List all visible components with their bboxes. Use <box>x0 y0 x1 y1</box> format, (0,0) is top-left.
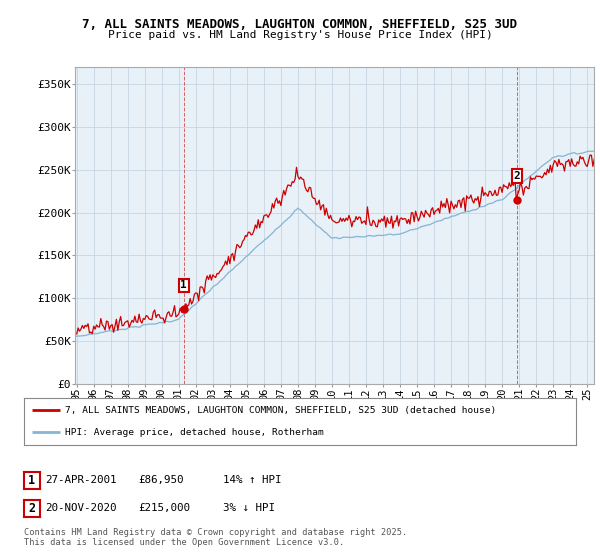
Text: 2: 2 <box>514 171 520 181</box>
Text: 2: 2 <box>28 502 35 515</box>
Text: £86,950: £86,950 <box>139 475 184 486</box>
Text: Price paid vs. HM Land Registry's House Price Index (HPI): Price paid vs. HM Land Registry's House … <box>107 30 493 40</box>
Text: Contains HM Land Registry data © Crown copyright and database right 2025.
This d: Contains HM Land Registry data © Crown c… <box>24 528 407 547</box>
Text: 7, ALL SAINTS MEADOWS, LAUGHTON COMMON, SHEFFIELD, S25 3UD: 7, ALL SAINTS MEADOWS, LAUGHTON COMMON, … <box>83 18 517 31</box>
Text: 3% ↓ HPI: 3% ↓ HPI <box>223 503 275 514</box>
Text: £215,000: £215,000 <box>139 503 191 514</box>
Text: 7, ALL SAINTS MEADOWS, LAUGHTON COMMON, SHEFFIELD, S25 3UD (detached house): 7, ALL SAINTS MEADOWS, LAUGHTON COMMON, … <box>65 406 497 415</box>
Text: 20-NOV-2020: 20-NOV-2020 <box>46 503 117 514</box>
Text: 27-APR-2001: 27-APR-2001 <box>46 475 117 486</box>
Text: HPI: Average price, detached house, Rotherham: HPI: Average price, detached house, Roth… <box>65 428 324 437</box>
Text: 14% ↑ HPI: 14% ↑ HPI <box>223 475 281 486</box>
Text: 1: 1 <box>181 281 187 291</box>
Text: 1: 1 <box>28 474 35 487</box>
